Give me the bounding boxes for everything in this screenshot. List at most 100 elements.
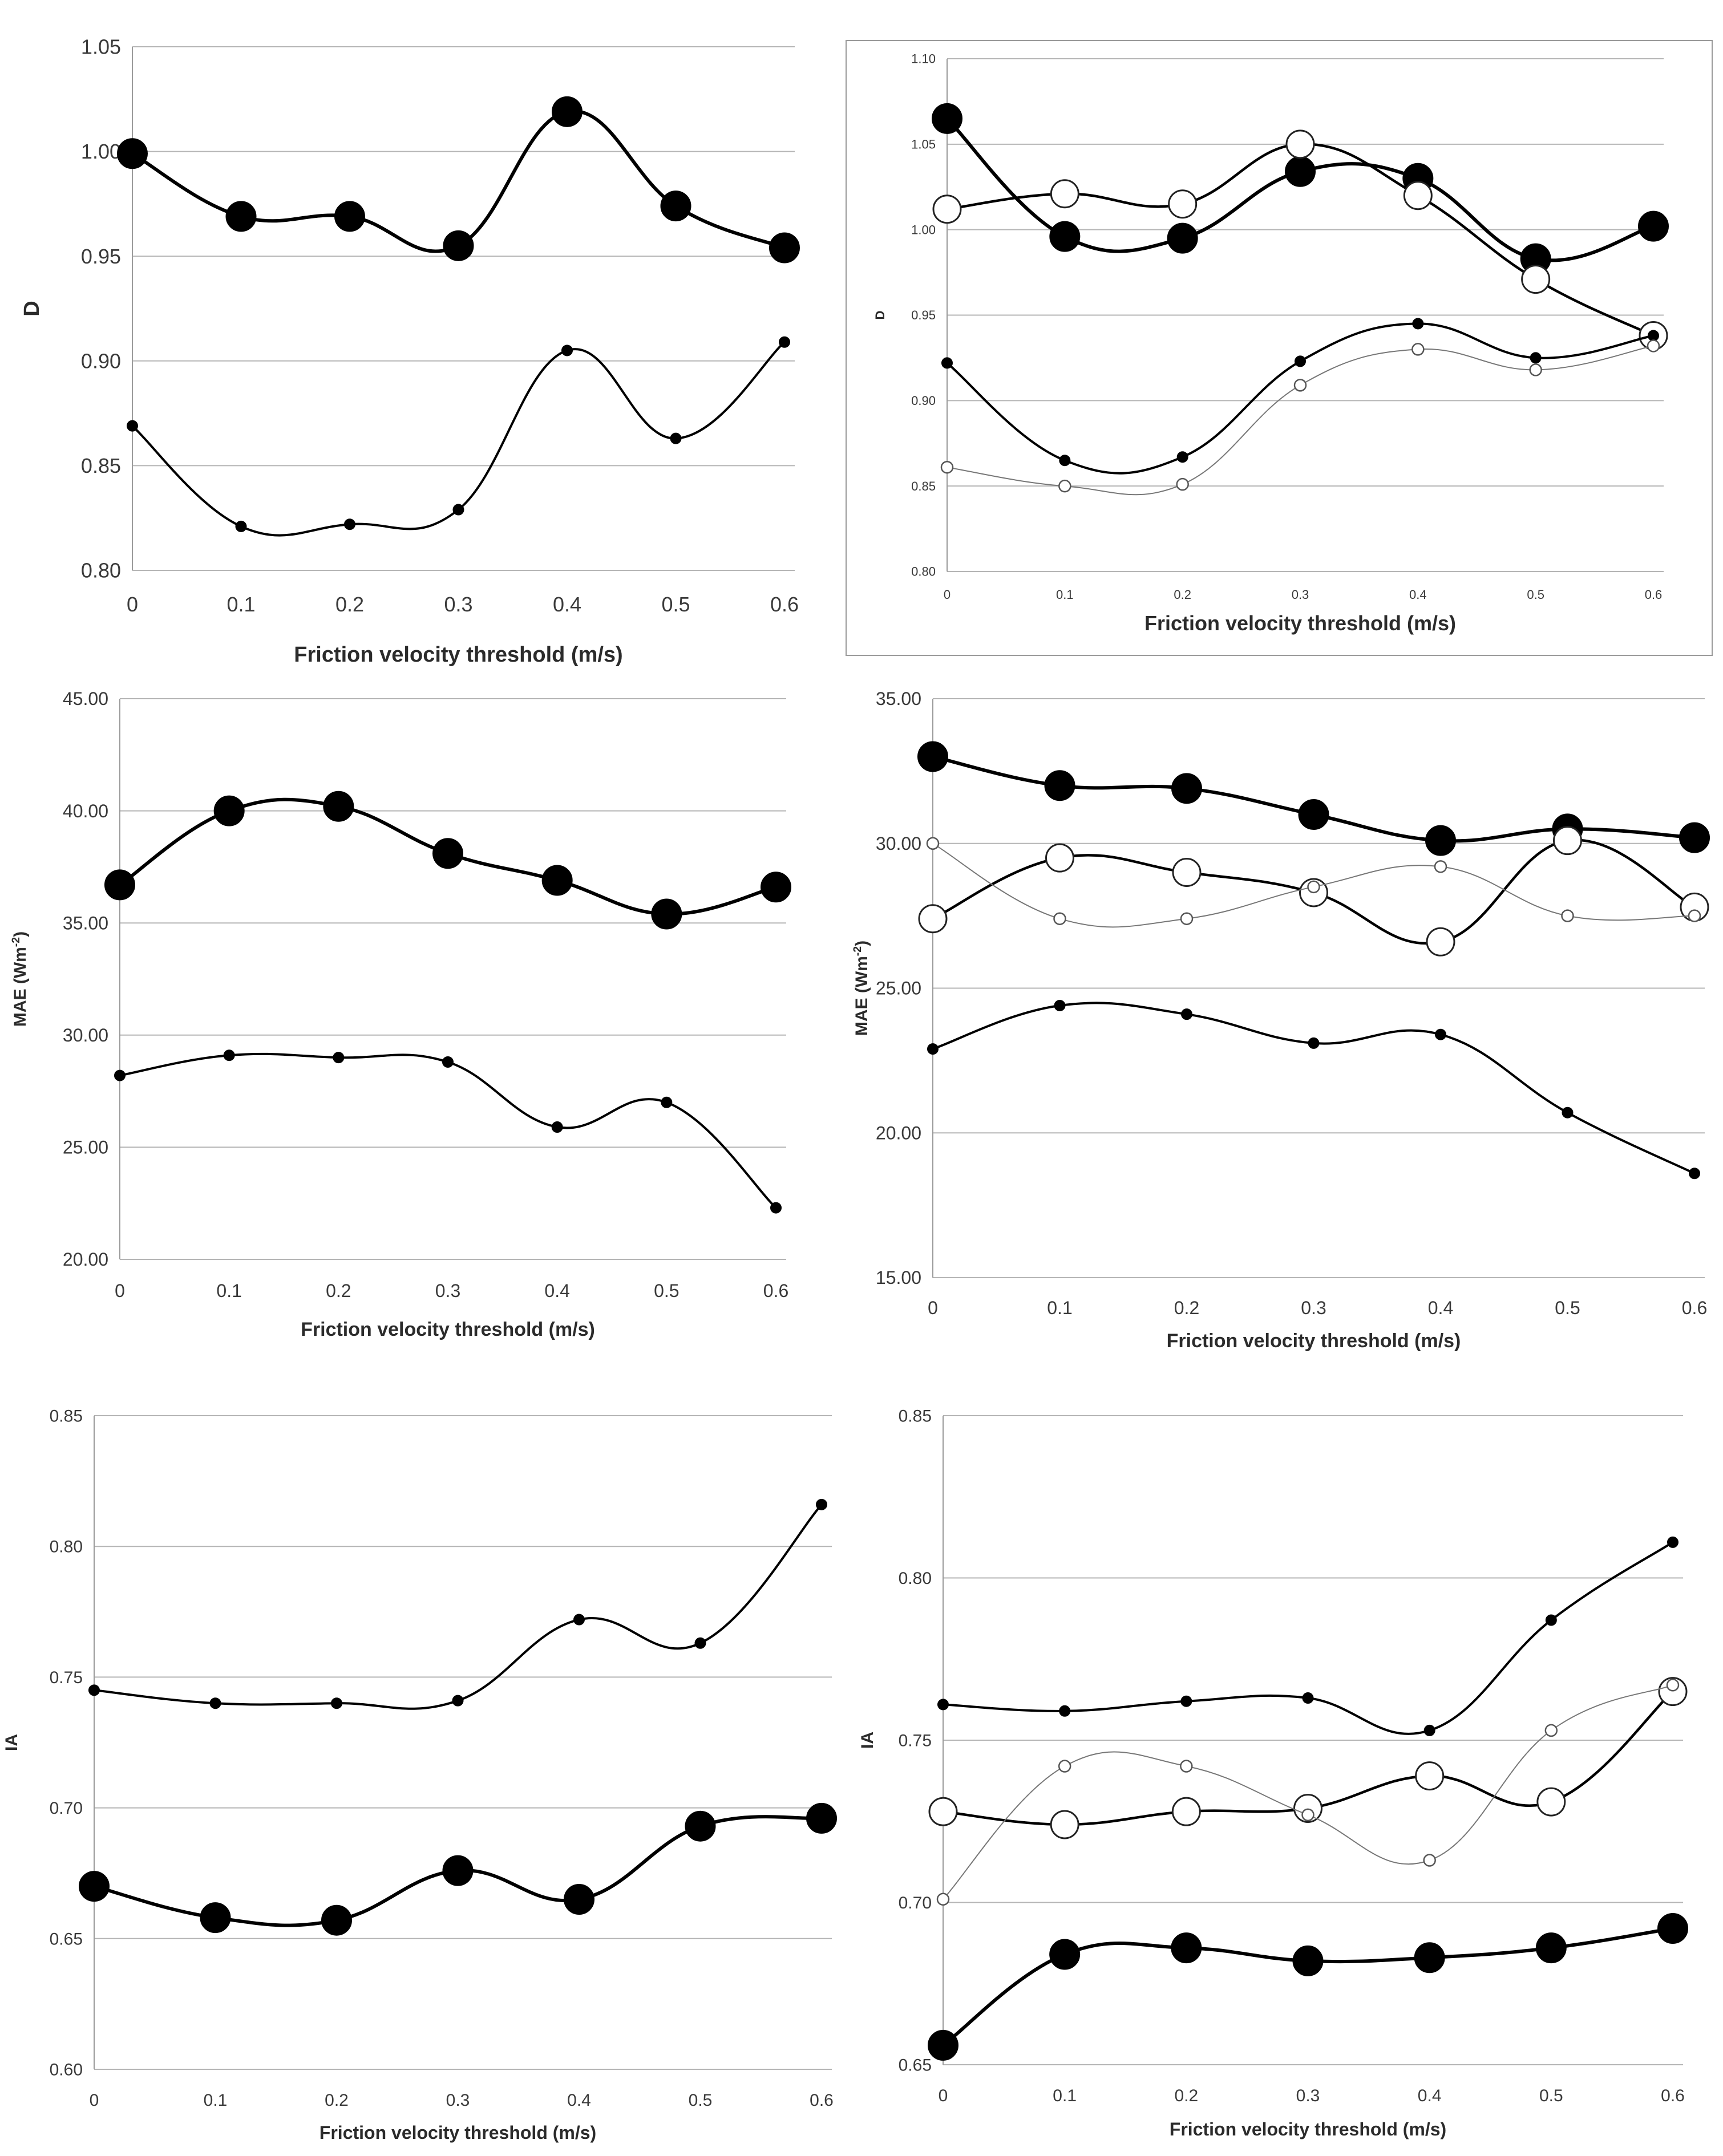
data-point [670, 432, 682, 444]
x-tick-label: 0.1 [216, 1280, 241, 1301]
y-tick-label: 0.65 [50, 1930, 83, 1948]
data-point [1293, 379, 1307, 392]
data-point [941, 357, 953, 369]
x-tick-label: 0.6 [1645, 587, 1663, 602]
data-point [694, 1637, 706, 1649]
series-series-small-filled [927, 999, 1700, 1180]
x-tick-label: 0.4 [1409, 587, 1427, 602]
y-tick-label: 0.75 [899, 1732, 932, 1750]
x-tick-label: 0.4 [544, 1280, 569, 1301]
series-series-large-open [928, 1677, 1688, 1839]
y-tick-label: 15.00 [876, 1267, 921, 1288]
x-tick-label: 0 [944, 587, 951, 602]
data-point [1308, 1037, 1320, 1049]
data-point [1171, 773, 1202, 804]
data-point [1561, 909, 1574, 922]
y-tick-label: 20.00 [876, 1122, 921, 1143]
x-tick-label: 0.6 [810, 2091, 834, 2110]
data-point [235, 520, 247, 532]
chart-2-d-svg: 0.80 0.85 0.90 0.95 1.00 1.05 1.10 0 0.1 0.2 0.3 0.… [873, 52, 1669, 635]
chart-6-ia-panel: 0.65 0.70 0.75 0.80 0.85 0 0.1 0.2 0.3 0.4 0.5 0.6 F… [850, 1380, 1723, 2156]
series-line [942, 1541, 1674, 1735]
y-axis-label-main: D [873, 311, 887, 320]
data-point [685, 1810, 716, 1842]
data-point [1171, 1797, 1201, 1826]
data-point [213, 795, 245, 826]
data-point [1425, 825, 1456, 856]
data-point [442, 1056, 454, 1068]
data-point [1044, 770, 1075, 801]
chart-4-mae-svg: 15.00 20.00 25.00 30.00 35.00 0 0.1 0.2 0.3 0.4 0.… [851, 688, 1710, 1352]
y-tick-label: 35.00 [63, 913, 108, 933]
data-point [541, 865, 573, 896]
series-series-large-filled [117, 96, 800, 264]
data-point [1058, 1760, 1071, 1773]
data-point [1293, 1793, 1322, 1823]
data-point [932, 103, 962, 134]
y-axis-label: MAE (Wm-2) [851, 941, 871, 1036]
data-point [1295, 355, 1306, 367]
data-point [1521, 265, 1551, 294]
y-axis-label-main: IA [858, 1732, 877, 1749]
data-point [334, 201, 365, 232]
data-point [1667, 1536, 1678, 1548]
data-point [200, 1902, 231, 1934]
x-tick-label: 0.2 [1174, 587, 1191, 602]
data-point [926, 837, 940, 850]
data-point [1058, 479, 1071, 493]
chart-1-d-svg: 0.80 0.85 0.90 0.95 1.00 1.05 0 0.1 0.2 0.3 0.4 0.5… [20, 35, 800, 667]
series-series-small-filled [114, 1049, 782, 1214]
y-tick-label: 0.85 [899, 1407, 932, 1426]
y-tick-label: 0.80 [50, 1538, 83, 1557]
data-point [1411, 343, 1425, 356]
y-axis-label-superscript: -2 [851, 946, 864, 956]
x-tick-label: 0.1 [1053, 2086, 1077, 2105]
x-tick-label: 0.5 [1527, 587, 1544, 602]
x-tick-label: 0 [127, 593, 138, 616]
data-point [1302, 1692, 1314, 1704]
y-tick-label: 0.80 [911, 565, 936, 579]
x-tick-label: 0.6 [1661, 2086, 1685, 2105]
data-point [344, 518, 355, 530]
data-point [1172, 858, 1202, 887]
data-point [1181, 1008, 1192, 1020]
series-series-large-filled [917, 741, 1710, 856]
data-point [1403, 181, 1433, 210]
x-tick-label: 0.3 [1292, 587, 1309, 602]
chart-2-frame [846, 40, 1713, 656]
chart-5-ia-svg: 0.60 0.65 0.70 0.75 0.80 0.85 0 0.1 0.2 0.3 0.4 0.5… [2, 1407, 837, 2143]
data-point [1168, 189, 1198, 219]
x-tick-label: 0 [115, 1280, 125, 1301]
data-point [452, 504, 464, 516]
series-series-large-filled [932, 103, 1669, 274]
data-point [1638, 210, 1669, 242]
data-point [918, 904, 948, 934]
y-tick-label: 1.00 [911, 222, 936, 237]
series-line [932, 1002, 1696, 1175]
data-point [321, 1904, 352, 1936]
data-point [1298, 799, 1329, 830]
data-point [1059, 1705, 1071, 1717]
series-series-small-open [936, 1679, 1680, 1906]
x-axis-label: Friction velocity threshold (m/s) [301, 1319, 595, 1340]
y-axis-label: IA [2, 1734, 21, 1751]
data-point [1176, 477, 1189, 491]
x-tick-label: 0.6 [763, 1280, 788, 1301]
data-point [79, 1871, 110, 1902]
y-axis-label: D [873, 311, 887, 320]
x-axis-label: Friction velocity threshold (m/s) [294, 643, 622, 667]
data-point [1423, 1724, 1435, 1736]
data-point [551, 1121, 563, 1133]
x-tick-label: 0 [90, 2091, 99, 2110]
y-tick-label: 0.90 [81, 349, 121, 372]
data-point [564, 1884, 594, 1915]
x-tick-label: 0.5 [661, 593, 690, 616]
data-point [117, 138, 148, 169]
data-point [1545, 1614, 1557, 1626]
chart-6-ia-svg: 0.65 0.70 0.75 0.80 0.85 0 0.1 0.2 0.3 0.4 0.5 0.6 F… [858, 1407, 1688, 2139]
series-series-small-open [926, 837, 1701, 928]
data-point [1180, 912, 1194, 925]
series-line [131, 109, 786, 253]
y-axis-label-end: ) [11, 931, 30, 937]
data-point [779, 336, 790, 348]
